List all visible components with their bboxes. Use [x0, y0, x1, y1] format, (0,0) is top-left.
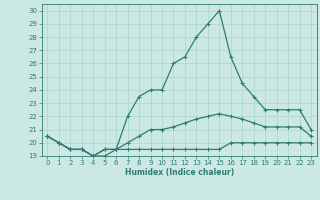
X-axis label: Humidex (Indice chaleur): Humidex (Indice chaleur) [124, 168, 234, 177]
